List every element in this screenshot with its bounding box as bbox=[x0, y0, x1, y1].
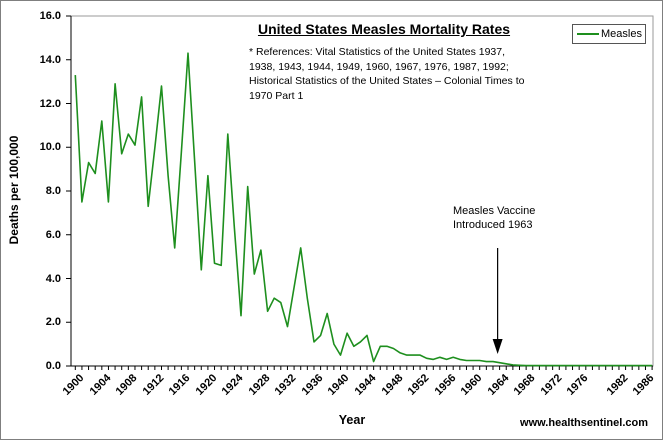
y-tick-label: 6.0 bbox=[45, 228, 61, 241]
y-tick-label: 16.0 bbox=[39, 10, 61, 22]
y-tick-label: 4.0 bbox=[45, 272, 61, 285]
measles-series-line bbox=[74, 52, 653, 367]
vaccine-annotation: Measles Vaccine Introduced 1963 bbox=[453, 204, 535, 232]
vaccine-annotation-line: Measles Vaccine bbox=[453, 205, 536, 217]
y-tick-label: 12.0 bbox=[39, 97, 61, 110]
vaccine-arrow-head bbox=[492, 339, 503, 354]
y-tick-label: 2.0 bbox=[45, 316, 61, 329]
legend: Measles bbox=[572, 24, 646, 44]
vaccine-annotation-line: Introduced 1963 bbox=[453, 219, 533, 231]
references-line: Historical Statistics of the United Stat… bbox=[249, 75, 525, 87]
y-tick-label: 14.0 bbox=[39, 53, 61, 66]
y-tick-label: 8.0 bbox=[45, 185, 61, 197]
y-tick-label: 10.0 bbox=[39, 141, 61, 154]
x-axis-title: Year bbox=[338, 413, 366, 427]
references-line: 1938, 1943, 1944, 1949, 1960, 1967, 1976… bbox=[249, 60, 509, 73]
legend-line-swatch bbox=[577, 33, 599, 35]
legend-label: Measles bbox=[601, 28, 642, 40]
watermark-url: www.healthsentinel.com bbox=[520, 417, 648, 429]
references-line: 1970 Part 1 bbox=[249, 89, 304, 102]
references-note: * References: Vital Statistics of the Un… bbox=[249, 45, 529, 103]
chart-title: United States Measles Mortality Rates bbox=[257, 21, 511, 37]
y-tick-label: 0.0 bbox=[45, 360, 61, 372]
references-line: * References: Vital Statistics of the Un… bbox=[249, 46, 506, 58]
